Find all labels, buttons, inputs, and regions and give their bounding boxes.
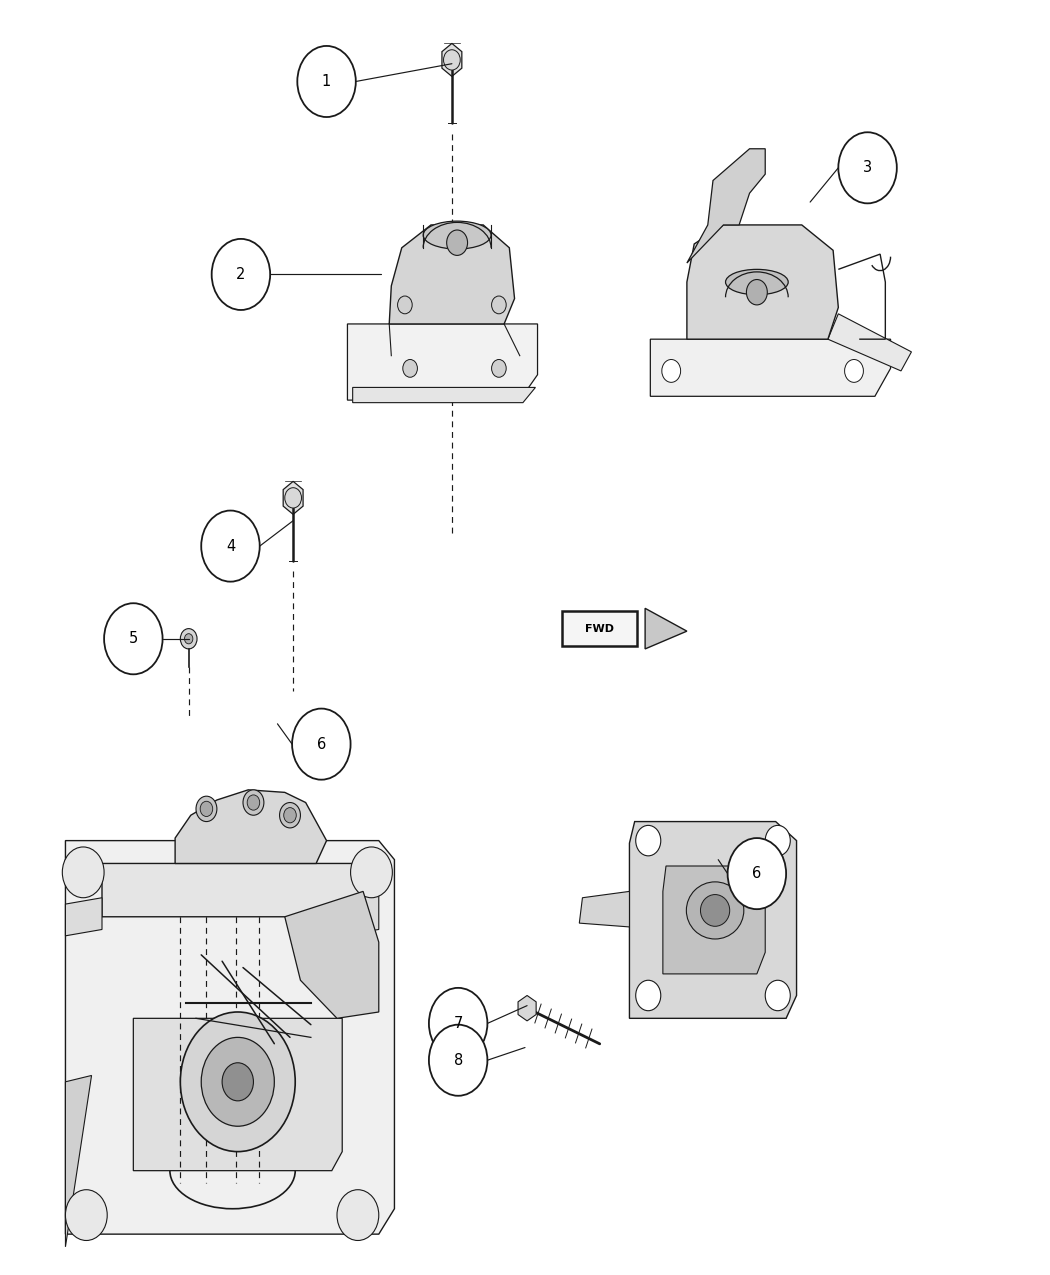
Text: 8: 8 <box>454 1053 463 1067</box>
Polygon shape <box>285 891 379 1019</box>
Circle shape <box>351 847 393 898</box>
Polygon shape <box>284 482 303 514</box>
Circle shape <box>292 709 351 780</box>
Text: 3: 3 <box>863 161 873 175</box>
Circle shape <box>403 360 418 377</box>
Circle shape <box>104 603 163 674</box>
Circle shape <box>728 838 786 909</box>
Polygon shape <box>580 891 629 927</box>
Circle shape <box>428 1025 487 1095</box>
Circle shape <box>243 789 264 815</box>
Circle shape <box>765 825 791 856</box>
Polygon shape <box>65 840 395 1234</box>
Text: 6: 6 <box>752 866 761 881</box>
Circle shape <box>181 1012 295 1151</box>
Polygon shape <box>687 149 765 263</box>
Polygon shape <box>175 789 327 863</box>
Text: 6: 6 <box>317 737 326 752</box>
Polygon shape <box>629 821 797 1019</box>
Circle shape <box>223 1063 253 1100</box>
Polygon shape <box>363 891 379 932</box>
Circle shape <box>747 279 768 305</box>
Circle shape <box>181 629 197 649</box>
Circle shape <box>398 296 413 314</box>
Circle shape <box>279 802 300 827</box>
Circle shape <box>491 296 506 314</box>
Circle shape <box>297 46 356 117</box>
Circle shape <box>212 238 270 310</box>
Circle shape <box>635 980 660 1011</box>
Circle shape <box>201 801 213 816</box>
Circle shape <box>185 634 193 644</box>
Text: 5: 5 <box>129 631 138 646</box>
Circle shape <box>844 360 863 382</box>
Circle shape <box>337 1190 379 1241</box>
Circle shape <box>62 847 104 898</box>
Circle shape <box>247 794 259 810</box>
Circle shape <box>765 980 791 1011</box>
Ellipse shape <box>726 269 789 295</box>
Polygon shape <box>827 314 911 371</box>
Ellipse shape <box>423 221 491 249</box>
Circle shape <box>662 360 680 382</box>
Polygon shape <box>518 996 537 1021</box>
Circle shape <box>284 807 296 822</box>
Circle shape <box>65 1190 107 1241</box>
Text: 2: 2 <box>236 266 246 282</box>
Circle shape <box>202 1038 274 1126</box>
Polygon shape <box>102 863 379 917</box>
Text: 4: 4 <box>226 538 235 553</box>
Circle shape <box>285 488 301 507</box>
Circle shape <box>446 230 467 255</box>
Polygon shape <box>442 43 462 76</box>
Polygon shape <box>390 224 514 324</box>
Polygon shape <box>353 388 536 403</box>
Polygon shape <box>65 1075 91 1247</box>
Ellipse shape <box>700 895 730 927</box>
Polygon shape <box>650 339 890 397</box>
Polygon shape <box>348 324 538 400</box>
Circle shape <box>428 988 487 1060</box>
Ellipse shape <box>687 882 743 938</box>
Circle shape <box>196 796 217 821</box>
Polygon shape <box>687 224 838 339</box>
Text: FWD: FWD <box>585 623 613 634</box>
Polygon shape <box>133 1019 342 1170</box>
FancyBboxPatch shape <box>562 611 636 646</box>
Circle shape <box>491 360 506 377</box>
Circle shape <box>443 50 460 70</box>
Circle shape <box>635 825 660 856</box>
Circle shape <box>202 510 259 581</box>
Polygon shape <box>645 608 687 649</box>
Polygon shape <box>65 898 102 936</box>
Text: 7: 7 <box>454 1016 463 1031</box>
Text: 1: 1 <box>322 74 331 89</box>
Polygon shape <box>663 866 765 974</box>
Circle shape <box>838 133 897 203</box>
